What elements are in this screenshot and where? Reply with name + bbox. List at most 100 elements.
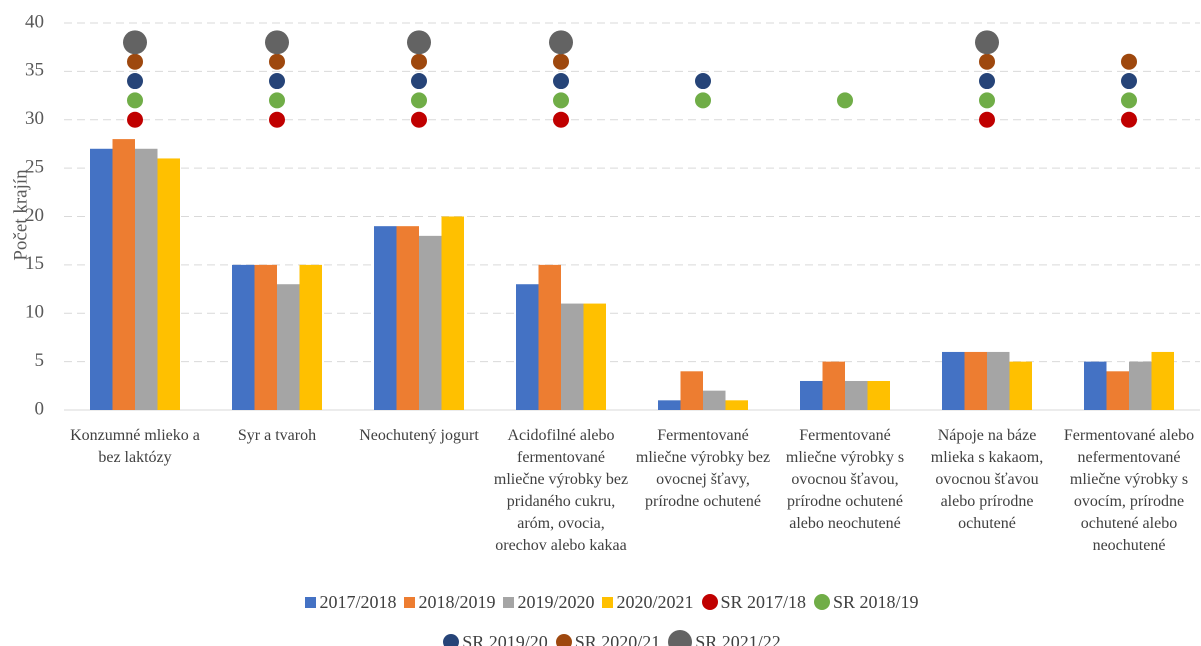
dot <box>269 73 285 90</box>
y-tick-label: 20 <box>25 205 44 226</box>
bar <box>964 351 987 410</box>
bar <box>299 264 322 410</box>
bar <box>561 303 584 410</box>
x-tick-label: Konzumné mlieko a bez laktózy <box>70 427 200 466</box>
x-tick-label: Syr a tvaroh <box>237 427 317 444</box>
legend-item: SR 2017/18 <box>701 582 807 622</box>
dot <box>269 53 285 70</box>
legend-label: SR 2021/22 <box>695 631 781 646</box>
dot <box>553 53 569 70</box>
dot <box>411 53 427 70</box>
bar <box>277 284 300 410</box>
dot <box>837 92 853 109</box>
legend-label: 2020/2021 <box>616 591 694 612</box>
bar <box>680 371 703 410</box>
legend-swatch <box>555 634 572 646</box>
legend-item: SR 2019/20 <box>443 622 548 646</box>
bar <box>703 390 726 410</box>
bar <box>1106 371 1129 410</box>
x-tick-label: Fermentované alebo nefermentované mliečn… <box>1063 427 1195 554</box>
dot <box>549 30 573 55</box>
legend-item: 2019/2020 <box>503 582 594 622</box>
bar <box>800 380 823 410</box>
dot <box>979 73 995 90</box>
bar <box>987 351 1010 410</box>
dot <box>1121 73 1137 90</box>
dot <box>1121 92 1137 109</box>
legend-item: 2020/2021 <box>602 582 694 622</box>
dot <box>127 53 143 70</box>
legend-item: SR 2018/19 <box>814 582 919 622</box>
legend-swatch <box>443 634 460 646</box>
legend-label: SR 2017/18 <box>720 591 807 612</box>
legend-swatch <box>701 594 718 610</box>
bar <box>845 380 868 410</box>
y-tick-label: 15 <box>25 253 44 274</box>
bar <box>583 303 606 410</box>
x-tick-label: Fermentované mliečne výrobky s ovocnou š… <box>785 427 905 532</box>
bar <box>658 400 681 410</box>
bar <box>822 361 845 410</box>
bar <box>254 264 277 410</box>
y-tick-label: 30 <box>25 108 44 129</box>
legend-swatch <box>602 596 614 608</box>
dot <box>1121 111 1137 128</box>
dot <box>411 92 427 109</box>
y-tick-label: 10 <box>25 302 44 323</box>
dot <box>127 92 143 109</box>
legend-item: SR 2020/21 <box>555 622 661 646</box>
bar <box>419 235 442 410</box>
y-tick-label: 35 <box>25 60 44 81</box>
bar <box>157 158 180 410</box>
bar <box>942 351 965 410</box>
x-tick-label: Nápoje na báze mlieka s kakaom, ovocnou … <box>930 427 1044 532</box>
bar <box>441 216 464 410</box>
bar <box>135 148 158 410</box>
bar <box>112 139 135 410</box>
bar <box>1084 361 1107 410</box>
legend-label: SR 2020/21 <box>574 631 661 646</box>
legend-swatch <box>503 596 515 608</box>
dot <box>695 92 711 109</box>
x-tick-label: Neochutený jogurt <box>359 427 479 444</box>
dot <box>411 73 427 90</box>
legend-label: 2019/2020 <box>517 591 595 612</box>
legend-item: 2017/2018 <box>305 582 396 622</box>
y-tick-label: 5 <box>35 350 45 371</box>
bar <box>1129 361 1152 410</box>
dot <box>123 30 147 55</box>
bar <box>90 148 113 410</box>
dot <box>1121 53 1137 70</box>
bar <box>867 380 890 410</box>
x-tick-label: Acidofilné alebo fermentované mliečne vý… <box>493 427 629 554</box>
y-tick-label: 40 <box>25 11 44 32</box>
legend-label: SR 2018/19 <box>833 591 919 612</box>
dot <box>269 92 285 109</box>
bar <box>232 264 255 410</box>
bar <box>538 264 561 410</box>
dot <box>695 73 711 90</box>
dot <box>265 30 289 55</box>
legend: 2017/2018 2018/2019 2019/2020 2020/2021 SR 2… <box>262 582 962 646</box>
dot <box>975 30 999 55</box>
legend-item: SR 2021/22 <box>668 622 781 646</box>
legend-swatch <box>404 596 416 608</box>
bar <box>374 226 397 410</box>
dot <box>411 111 427 128</box>
dot <box>979 53 995 70</box>
legend-label: SR 2019/20 <box>462 631 548 646</box>
legend-item: 2018/2019 <box>404 582 495 622</box>
bar <box>1009 361 1032 410</box>
dot <box>269 111 285 128</box>
x-tick-label: Fermentované mliečne výrobky bez ovocnej… <box>635 427 771 510</box>
legend-label: 2017/2018 <box>319 591 397 612</box>
dot <box>979 111 995 128</box>
dot <box>553 92 569 109</box>
dot <box>127 73 143 90</box>
legend-label: 2018/2019 <box>418 591 496 612</box>
bar <box>725 400 748 410</box>
legend-swatch <box>668 630 693 646</box>
dot <box>127 111 143 128</box>
